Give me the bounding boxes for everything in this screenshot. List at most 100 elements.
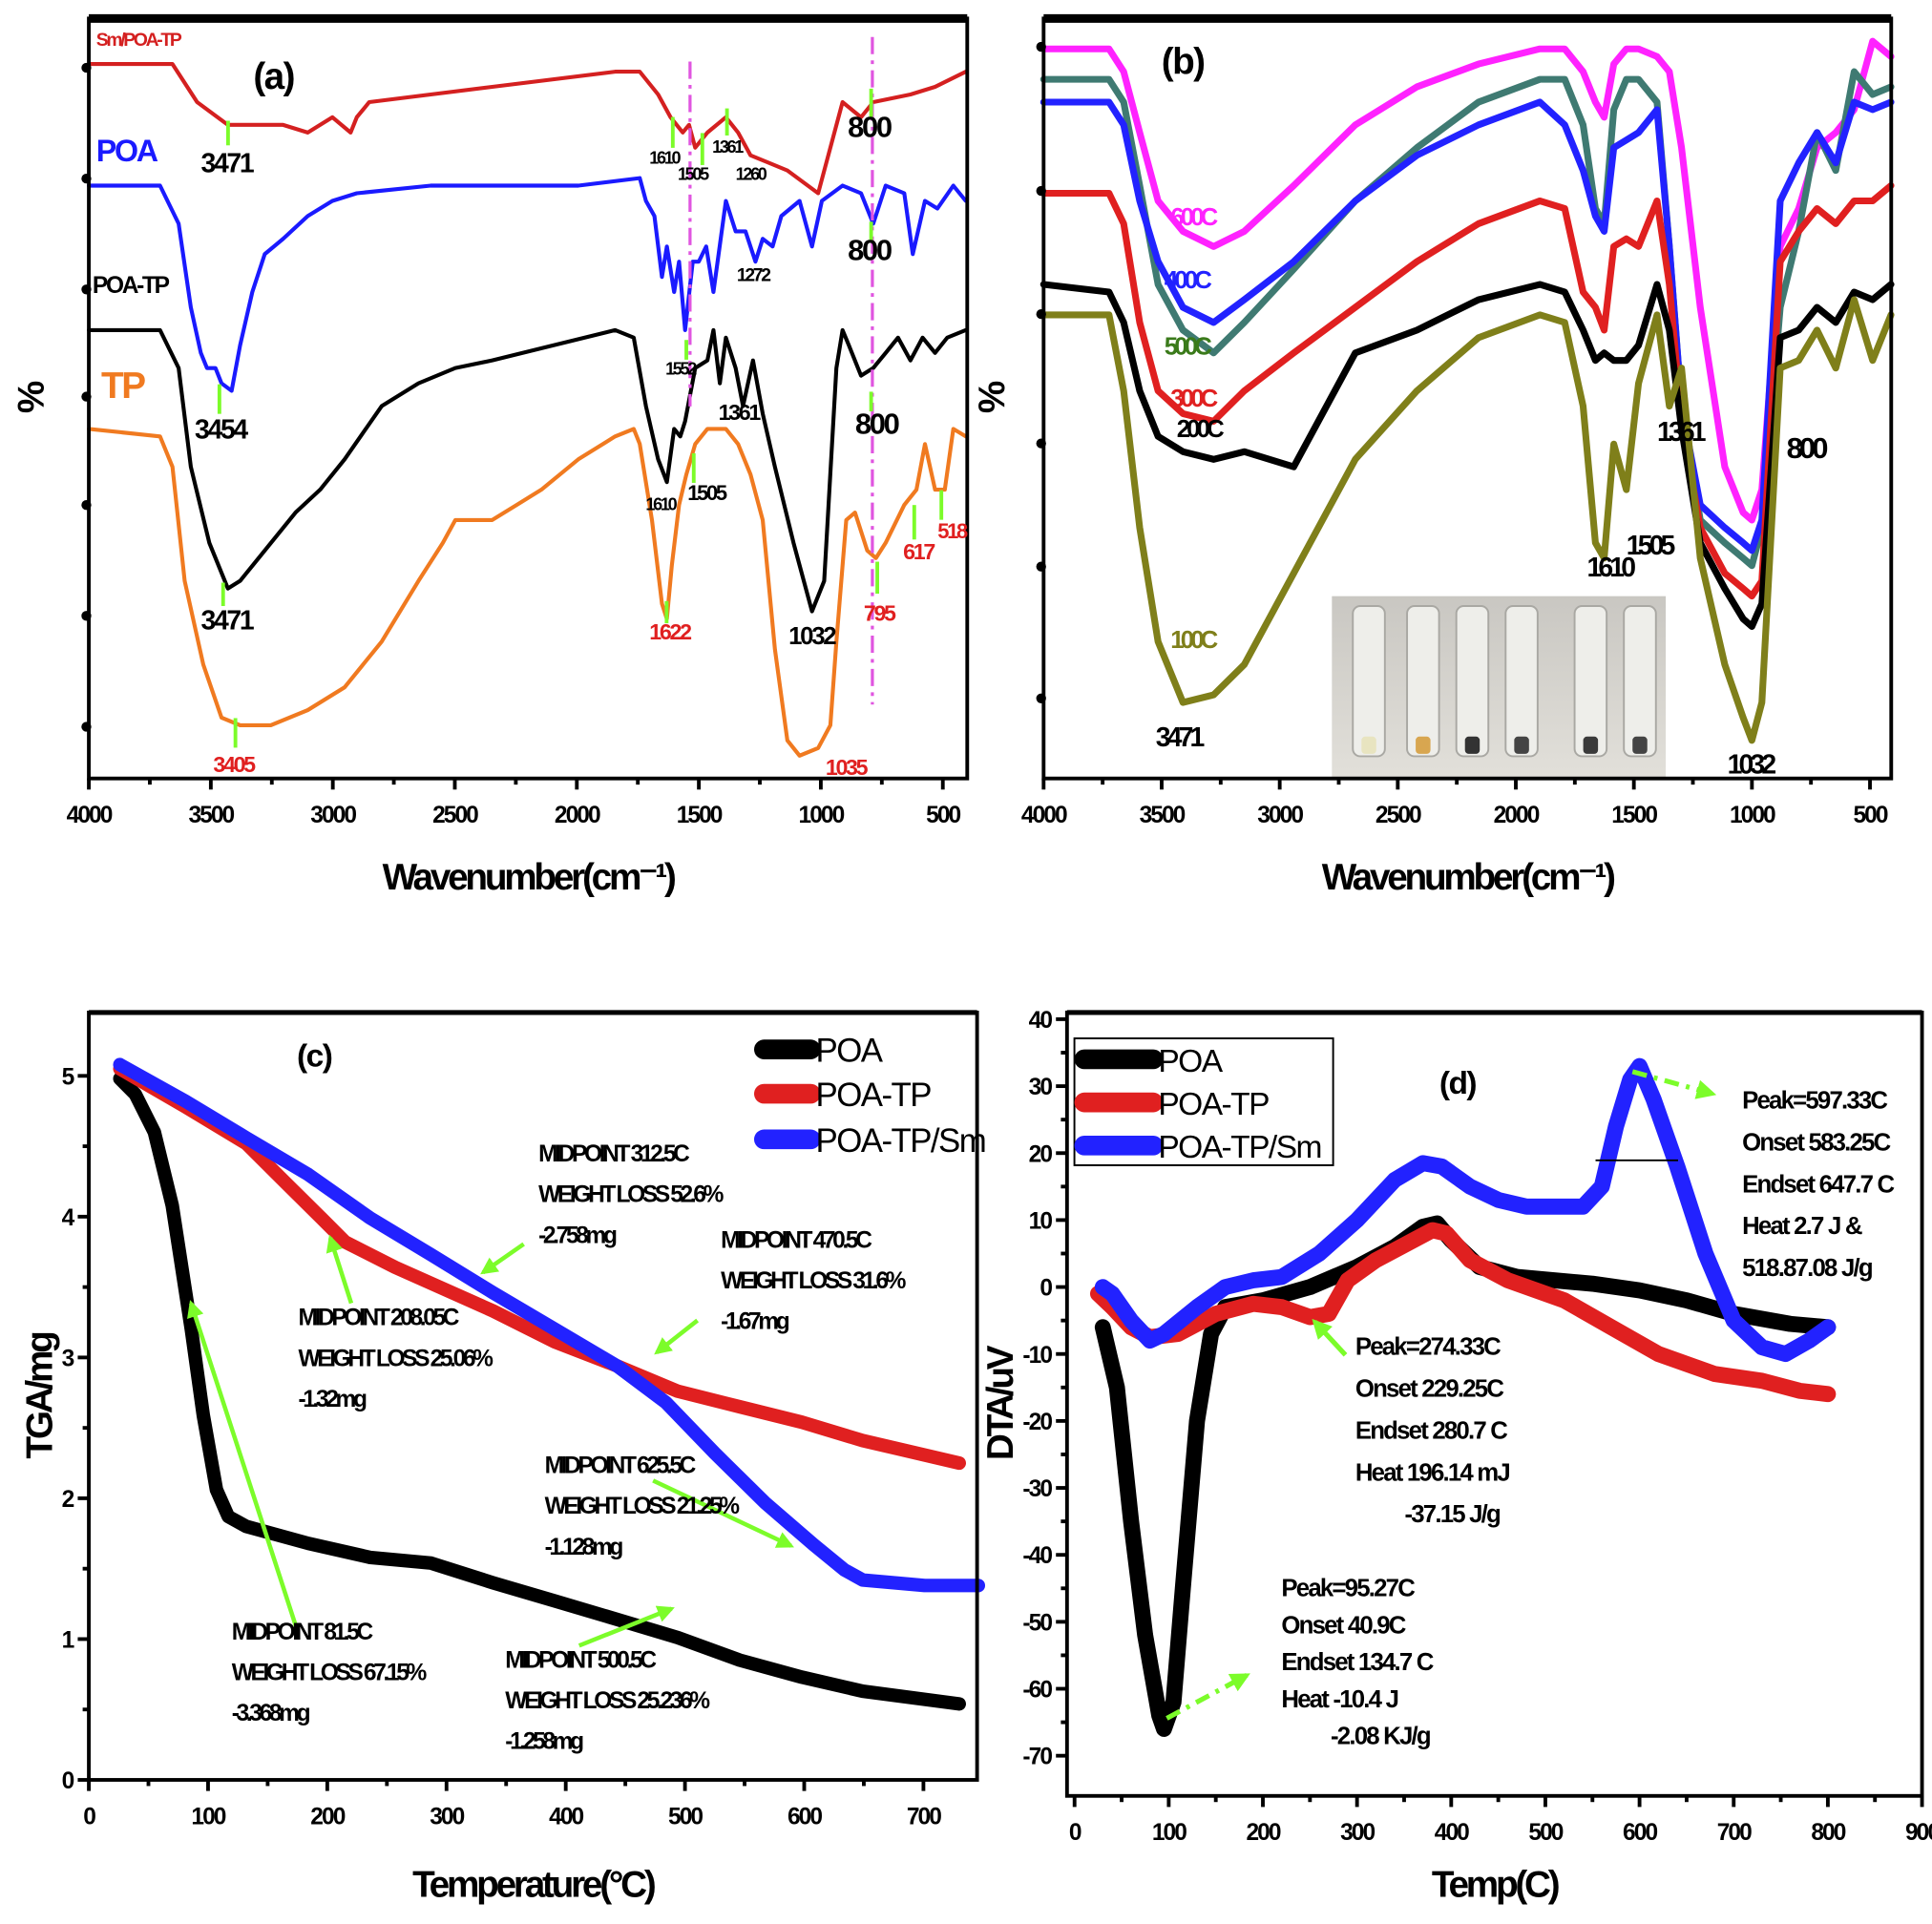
peak-label: 1610 [649,149,681,168]
series-line-poa [86,176,968,393]
x-tick-label: 700 [907,1804,941,1830]
x-tick-label: 1500 [677,803,723,828]
series-line-500c [1040,68,1895,570]
y-tick-label: -50 [1022,1610,1052,1636]
y-tick-label: 1 [62,1627,74,1653]
annotation-line: Endset 280.7 C [1355,1417,1507,1444]
arrow [1166,1673,1250,1721]
peak-label: 518 [937,519,968,543]
y-tick [81,391,92,402]
y-tick-label: 20 [1029,1141,1053,1167]
legend [754,1039,821,1150]
x-tick-label: 2000 [555,803,600,828]
x-tick-label: 1500 [1611,803,1657,828]
x-tick-label: 100 [191,1804,225,1830]
legend-label: POA-TP/Sm [1158,1130,1321,1165]
peak-label: 800 [855,407,899,440]
annotation-line: WEIGHT LOSS 25.236% [505,1688,710,1714]
y-tick [81,284,92,295]
annotation-line: Heat 2.7 J & [1742,1213,1862,1240]
annotation-line: MIDPOINT 81.5C [232,1620,374,1645]
y-axis-label: % [972,381,1013,413]
annotation-line: -1.258mg [505,1729,583,1755]
y-axis-label: DTA/uV [980,1345,1021,1460]
series-label: 100C [1170,627,1217,654]
peak-label: 3471 [201,149,254,179]
y-tick-label: 5 [62,1064,74,1090]
series-line-sm-poa-tp [86,62,968,196]
annotation-line: MIDPOINT 312.5C [538,1141,690,1167]
y-tick-label: 30 [1029,1075,1053,1100]
annotation-line: MIDPOINT 625.5C [545,1453,697,1479]
y-tick [1036,561,1046,572]
y-axis-label: TGA/mg [19,1332,60,1459]
y-tick-label: 4 [62,1205,75,1231]
peak-label: 1610 [1586,553,1635,583]
x-tick-label: 4000 [1021,803,1067,828]
x-tick-label: 500 [1528,1820,1563,1846]
series-line-poa [1094,1215,1837,1737]
y-tick [81,62,92,73]
y-tick-label: 3 [62,1346,74,1371]
x-tick-label: 2000 [1494,803,1540,828]
x-tick-label: 800 [1811,1820,1845,1846]
panel-label: (c) [297,1039,332,1075]
panel-label: (d) [1439,1066,1477,1101]
y-axis-label: % [10,381,52,413]
x-tick-label: 3000 [1257,803,1303,828]
x-tick-label: 300 [1340,1820,1375,1846]
annotation-line: -2.758mg [538,1223,617,1248]
y-tick-label: 0 [62,1768,74,1794]
x-tick-label: 2500 [432,803,478,828]
series-line-300c [1040,181,1895,600]
y-tick-label: 10 [1029,1208,1053,1234]
x-tick-label: 600 [788,1804,822,1830]
x-axis-label: Wavenumber(cm⁻¹) [1322,857,1614,898]
vial [1406,605,1440,758]
peak-label: 1622 [649,619,691,644]
vial [1504,605,1539,758]
y-tick [1036,693,1046,703]
peak-label: 3471 [201,606,254,637]
series-line-400c [1040,98,1895,554]
x-axis-label: Temp(C) [1432,1865,1559,1906]
series-label: POA [96,134,158,168]
annotation-line: Peak=597.33C [1742,1088,1887,1115]
arrow [187,1300,299,1627]
vial [1573,605,1608,758]
annotation-line: -3.368mg [232,1701,310,1726]
x-tick-label: 1000 [799,803,845,828]
series-line-poa-tp [86,327,968,614]
annotation-line: WEIGHT LOSS 21.25% [545,1494,741,1519]
peak-label: 800 [848,233,892,266]
y-tick-label: -10 [1022,1343,1052,1369]
peak-label: 1032 [788,623,836,650]
vial [1623,605,1657,758]
series-label: Sm/POA-TP [96,30,182,51]
legend-label: POA-TP [816,1077,932,1114]
y-tick [81,500,92,511]
x-tick-label: 200 [310,1804,345,1830]
x-tick-label: 2500 [1376,803,1421,828]
series-line-poa-tp-sm [113,1057,986,1593]
x-tick-label: 900 [1905,1820,1932,1846]
inset-photo-vials [1332,596,1667,779]
x-tick-label: 3500 [188,803,234,828]
legend-label: POA [1158,1044,1223,1079]
peak-label: 1272 [737,264,770,285]
arrow [1631,1069,1717,1099]
x-tick-label: 200 [1246,1820,1280,1846]
annotation-line: -2.08 KJ/g [1331,1724,1431,1750]
arrow [1312,1318,1348,1357]
series-line-poa-tp-sm [1094,1057,1837,1363]
y-tick-label: -70 [1022,1745,1052,1770]
x-tick-label: 300 [430,1804,464,1830]
series-line-poa [113,1072,966,1711]
annotation-line: MIDPOINT 500.5C [505,1648,657,1674]
chart-panel-c [77,1010,986,1791]
legend-label: POA [816,1033,884,1070]
y-tick-label: -20 [1022,1410,1052,1435]
series-line-600c [1040,37,1895,524]
x-tick-label: 500 [1853,803,1887,828]
